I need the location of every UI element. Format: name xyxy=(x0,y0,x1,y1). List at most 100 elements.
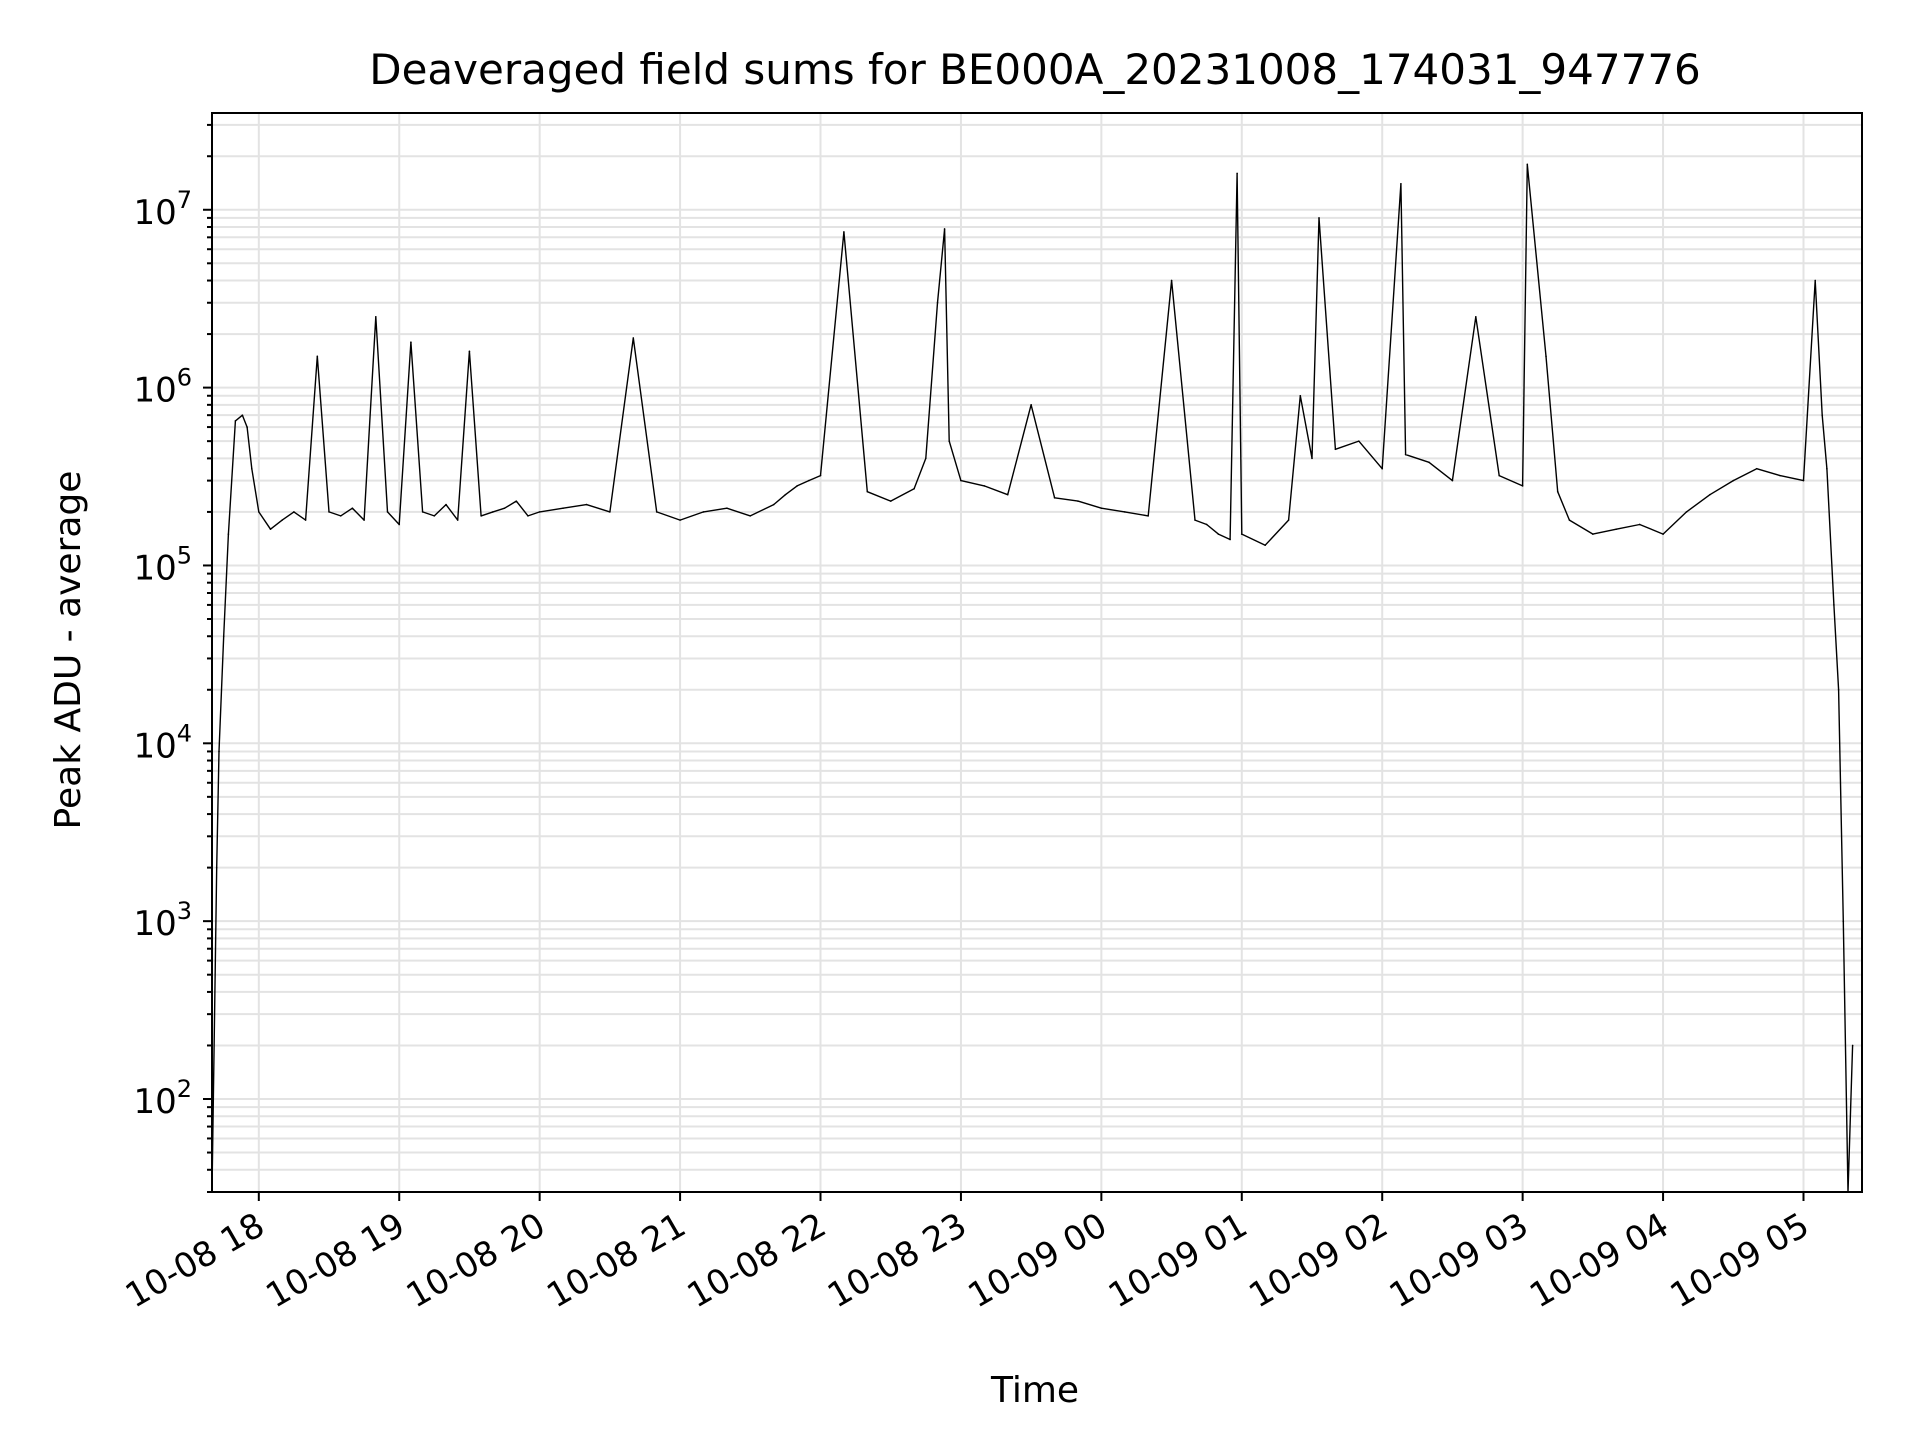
data-point xyxy=(1299,394,1302,397)
data-point xyxy=(1318,217,1320,219)
data-point xyxy=(234,420,237,422)
y-axis-label: Peak ADU - average xyxy=(48,471,89,830)
data-point xyxy=(468,350,471,353)
data-point xyxy=(410,341,412,344)
data-point xyxy=(1615,528,1618,530)
data-point xyxy=(1077,500,1079,502)
data-point xyxy=(1229,538,1231,541)
data-point xyxy=(843,231,845,233)
data-point xyxy=(433,515,436,517)
data-point xyxy=(1287,519,1290,521)
data-point xyxy=(1732,479,1735,482)
plot-frame xyxy=(211,112,1863,1193)
data-point xyxy=(421,511,424,513)
data-point xyxy=(1556,490,1559,493)
data-point xyxy=(1205,523,1208,526)
data-point xyxy=(527,515,529,517)
data-point xyxy=(808,479,810,482)
data-point xyxy=(1100,507,1103,509)
y-axis: 102 103 104 105 106 107 xyxy=(133,123,212,1193)
data-point xyxy=(515,500,518,502)
data-point xyxy=(1053,497,1056,499)
data-point xyxy=(241,414,244,416)
data-point xyxy=(702,511,705,513)
data-point xyxy=(948,440,951,442)
data-point xyxy=(1170,279,1173,282)
data-point xyxy=(227,533,230,535)
data-point xyxy=(1147,515,1149,517)
data-point xyxy=(1428,461,1430,464)
data-point xyxy=(215,866,218,869)
y-tick-label: 104 xyxy=(133,719,192,766)
data-point xyxy=(1755,467,1758,470)
data-point xyxy=(679,519,681,521)
y-tick-label: 103 xyxy=(133,897,192,944)
data-point xyxy=(889,500,892,502)
data-point xyxy=(655,511,658,513)
data-point xyxy=(1826,467,1828,470)
data-point xyxy=(866,490,869,493)
data-point xyxy=(1334,448,1337,451)
data-point xyxy=(1475,316,1477,318)
data-point xyxy=(456,519,459,521)
data-point xyxy=(218,750,220,753)
data-point xyxy=(246,426,248,428)
y-tick-label: 107 xyxy=(133,186,192,233)
data-point xyxy=(1236,172,1238,175)
data-point xyxy=(609,511,611,513)
data-point xyxy=(1498,474,1501,477)
data-point xyxy=(1545,355,1547,358)
data-point xyxy=(1709,493,1711,496)
data-point xyxy=(1814,279,1816,282)
data-point xyxy=(1217,533,1220,535)
data-point xyxy=(1521,485,1524,487)
data-point xyxy=(936,301,939,304)
data-point xyxy=(1311,457,1313,460)
data-point xyxy=(1851,1044,1854,1047)
data-point xyxy=(726,507,728,509)
data-point xyxy=(1400,182,1402,185)
data-point xyxy=(983,485,986,487)
data-point xyxy=(749,515,752,517)
data-point xyxy=(943,228,946,230)
data-point xyxy=(398,523,401,526)
y-tick-label: 105 xyxy=(133,541,192,588)
data-point xyxy=(1821,414,1824,416)
data-point xyxy=(784,493,787,496)
data-point xyxy=(258,511,260,513)
data-point xyxy=(632,337,635,339)
data-point xyxy=(913,487,915,490)
data-point xyxy=(819,474,822,477)
data-point xyxy=(538,511,541,513)
data-point xyxy=(1404,453,1407,456)
data-point xyxy=(1381,467,1384,470)
series-line-group xyxy=(211,163,1854,1193)
data-point xyxy=(480,515,482,517)
data-point xyxy=(316,355,319,358)
data-point xyxy=(1526,163,1529,166)
series-points xyxy=(211,163,1854,1193)
data-point xyxy=(1592,533,1594,535)
data-point xyxy=(386,511,389,513)
minor-gridlines xyxy=(212,123,1862,1193)
major-gridlines xyxy=(212,113,1862,1192)
data-point xyxy=(1240,533,1243,535)
data-point xyxy=(503,507,506,509)
data-point xyxy=(1194,519,1196,521)
data-point xyxy=(1837,688,1840,691)
data-point xyxy=(585,503,588,506)
data-point xyxy=(492,511,494,513)
x-axis-label: Time xyxy=(990,1370,1079,1411)
data-point xyxy=(1779,474,1781,477)
data-point xyxy=(772,503,775,506)
data-point xyxy=(445,503,447,506)
y-tick-label: 102 xyxy=(133,1075,192,1122)
data-point xyxy=(293,511,295,513)
y-tick-label: 106 xyxy=(133,364,192,411)
data-point xyxy=(796,485,798,487)
data-point xyxy=(1123,511,1126,513)
data-point xyxy=(1685,511,1688,513)
data-point xyxy=(960,479,962,482)
